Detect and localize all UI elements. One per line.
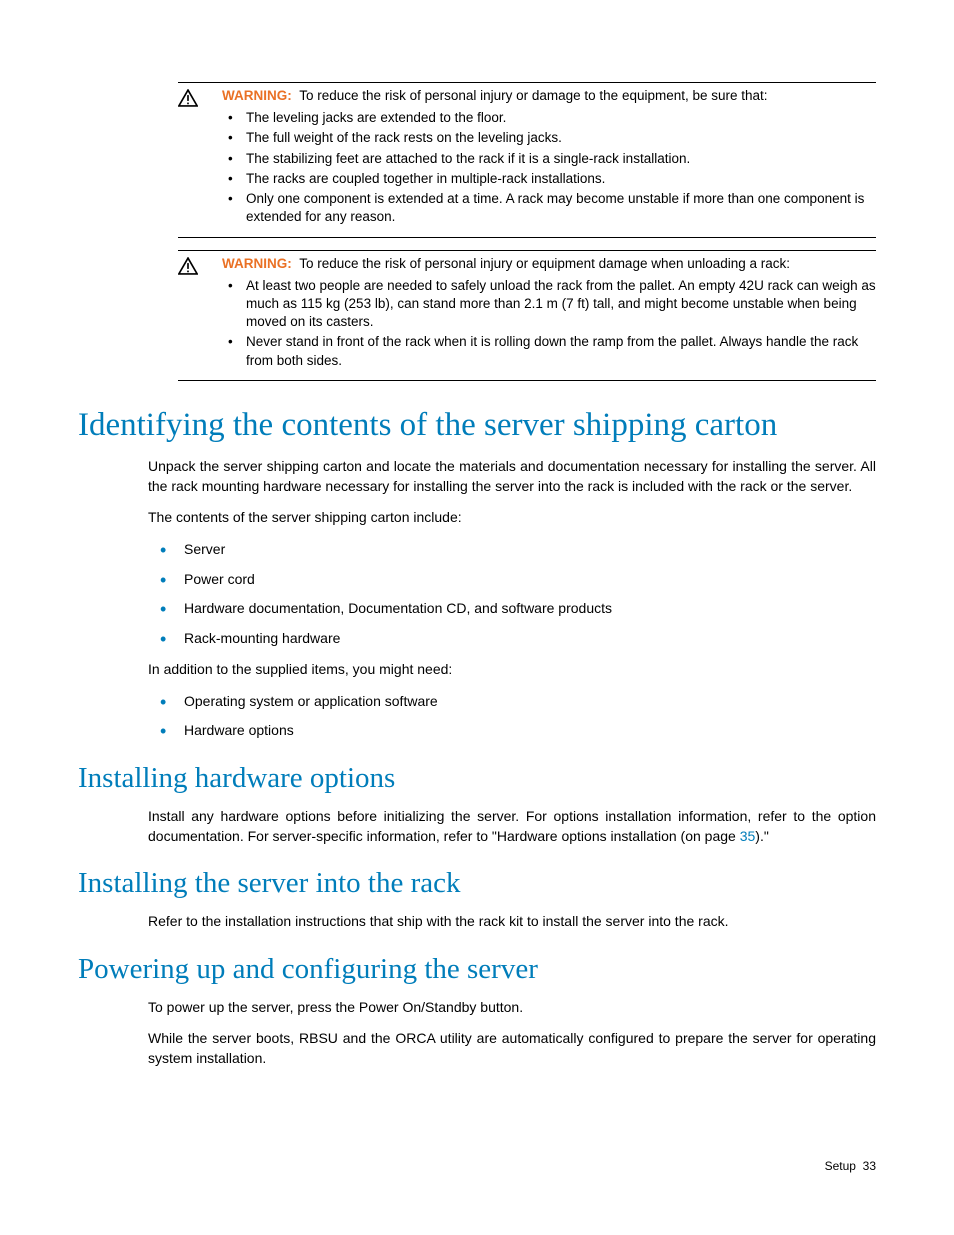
warning-body: WARNING: To reduce the risk of personal … xyxy=(222,255,876,372)
body-text: In addition to the supplied items, you m… xyxy=(148,660,876,680)
warning-block: WARNING: To reduce the risk of personal … xyxy=(178,82,876,238)
carton-contents-list: Server Power cord Hardware documentation… xyxy=(148,540,876,648)
footer-section: Setup xyxy=(825,1159,856,1173)
heading-installing-hw: Installing hardware options xyxy=(78,763,876,795)
warning-item: At least two people are needed to safely… xyxy=(242,277,876,332)
warning-item: The leveling jacks are extended to the f… xyxy=(242,109,876,127)
list-item: Server xyxy=(184,540,876,560)
list-item: Operating system or application software xyxy=(184,692,876,712)
warning-item: Never stand in front of the rack when it… xyxy=(242,333,876,369)
body-text: While the server boots, RBSU and the ORC… xyxy=(148,1029,876,1068)
list-item: Power cord xyxy=(184,570,876,590)
warning-block: WARNING: To reduce the risk of personal … xyxy=(178,250,876,381)
footer-page-number: 33 xyxy=(863,1159,876,1173)
body-text: Unpack the server shipping carton and lo… xyxy=(148,457,876,496)
warning-body: WARNING: To reduce the risk of personal … xyxy=(222,87,876,229)
list-item: Rack-mounting hardware xyxy=(184,629,876,649)
warning-item: The stabilizing feet are attached to the… xyxy=(242,150,876,168)
page-reference-link[interactable]: 35 xyxy=(740,828,756,844)
warning-item: Only one component is extended at a time… xyxy=(242,190,876,226)
list-item: Hardware documentation, Documentation CD… xyxy=(184,599,876,619)
body-text: Install any hardware options before init… xyxy=(148,807,876,846)
warning-icon xyxy=(178,87,222,229)
body-text: To power up the server, press the Power … xyxy=(148,998,876,1018)
warning-label: WARNING: xyxy=(222,256,292,271)
warning-item: The full weight of the rack rests on the… xyxy=(242,129,876,147)
additional-items-list: Operating system or application software… xyxy=(148,692,876,741)
body-text: Refer to the installation instructions t… xyxy=(148,912,876,932)
page-footer: Setup 33 xyxy=(825,1159,876,1173)
heading-installing-rack: Installing the server into the rack xyxy=(78,868,876,900)
warning-icon xyxy=(178,255,222,372)
list-item: Hardware options xyxy=(184,721,876,741)
warning-lead: To reduce the risk of personal injury or… xyxy=(299,256,790,271)
warning-lead: To reduce the risk of personal injury or… xyxy=(299,88,767,103)
body-text: The contents of the server shipping cart… xyxy=(148,508,876,528)
warning-item: The racks are coupled together in multip… xyxy=(242,170,876,188)
heading-powering: Powering up and configuring the server xyxy=(78,954,876,986)
heading-identifying: Identifying the contents of the server s… xyxy=(78,407,876,443)
warning-label: WARNING: xyxy=(222,88,292,103)
